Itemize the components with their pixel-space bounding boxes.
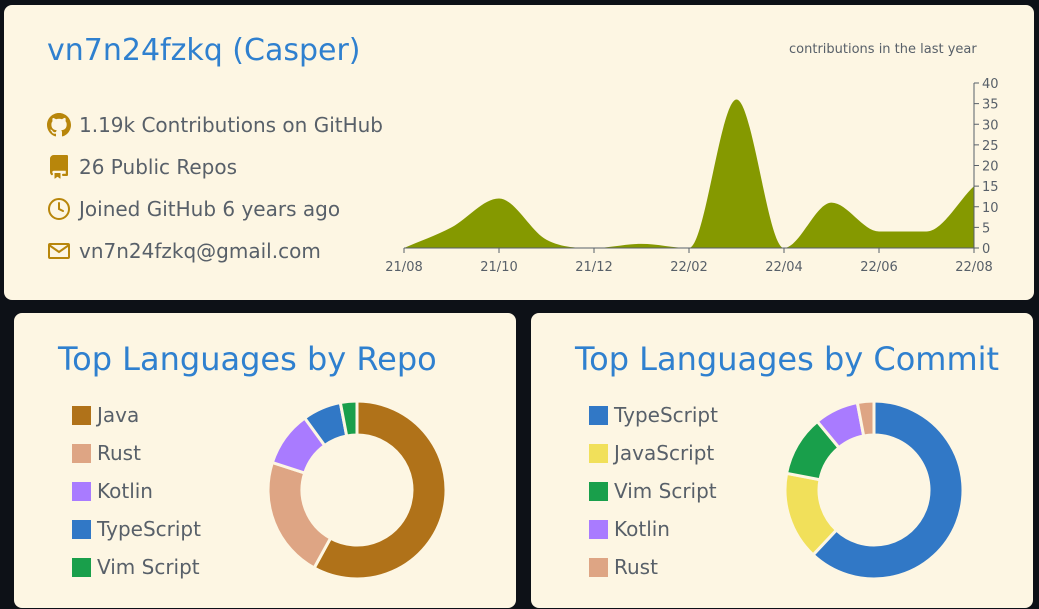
y-tick-label: 15 — [982, 180, 999, 195]
contributions-chart-label: contributions in the last year — [789, 42, 977, 57]
repo-languages-donut — [267, 400, 447, 580]
legend-item: Rust — [589, 548, 718, 586]
legend-label: Kotlin — [614, 517, 670, 541]
y-tick-label: 10 — [982, 201, 999, 216]
commit-languages-card: Top Languages by Commit TypeScript JavaSc… — [531, 313, 1033, 608]
stat-repos-text: 26 Public Repos — [79, 155, 238, 179]
legend-swatch — [589, 443, 608, 463]
legend-swatch — [589, 519, 608, 539]
x-tick-label: 22/02 — [670, 260, 707, 275]
y-tick-label: 35 — [982, 98, 999, 113]
stat-contributions: 1.19k Contributions on GitHub — [46, 112, 383, 138]
legend-item: Vim Script — [589, 472, 718, 510]
repo-slice-vim-script — [338, 400, 359, 438]
x-tick-label: 21/10 — [480, 260, 517, 275]
legend-swatch — [72, 519, 91, 539]
y-tick-label: 20 — [982, 160, 999, 175]
legend-label: Java — [97, 403, 140, 427]
legend-label: Kotlin — [97, 479, 153, 503]
stat-joined-text: Joined GitHub 6 years ago — [79, 197, 341, 221]
repo-slice-rust — [267, 460, 333, 571]
clock-icon — [46, 196, 72, 222]
legend-swatch — [589, 557, 608, 577]
stat-repos: 26 Public Repos — [46, 154, 237, 180]
legend-label: Vim Script — [97, 555, 200, 579]
legend-item: JavaScript — [589, 434, 718, 472]
stat-contributions-text: 1.19k Contributions on GitHub — [79, 113, 384, 137]
repo-languages-card: Top Languages by Repo Java Rust Kotlin Type… — [14, 313, 516, 608]
x-tick-label: 21/12 — [575, 260, 612, 275]
stat-email: vn7n24fzkq@gmail.com — [46, 238, 321, 264]
legend-item: Java — [72, 396, 201, 434]
commit-slice-rust — [855, 400, 876, 438]
legend-label: Rust — [97, 441, 141, 465]
y-tick-label: 5 — [982, 221, 990, 236]
mail-icon — [46, 238, 72, 264]
profile-title: vn7n24fzkq (Casper) — [47, 33, 361, 68]
repo-slice-java — [312, 400, 447, 580]
contributions-chart: 21/08 21/10 21/12 22/02 22/04 22/06 22/08 0 5 10 1… — [385, 77, 999, 275]
github-icon — [46, 112, 72, 138]
legend-item: TypeScript — [589, 396, 718, 434]
legend-swatch — [72, 557, 91, 577]
x-tick-label: 22/08 — [955, 260, 992, 275]
legend-item: Rust — [72, 434, 201, 472]
repo-icon — [46, 154, 72, 180]
legend-swatch — [72, 443, 91, 463]
commit-languages-legend: TypeScript JavaScript Vim Script Kotlin Rust — [589, 396, 718, 586]
x-tick-label: 22/04 — [765, 260, 802, 275]
y-tick-label: 0 — [982, 242, 990, 257]
legend-label: JavaScript — [614, 441, 715, 465]
repo-languages-legend: Java Rust Kotlin TypeScript Vim Script — [72, 396, 201, 586]
legend-item: Kotlin — [589, 510, 718, 548]
commit-languages-title: Top Languages by Commit — [575, 340, 1000, 378]
commit-languages-donut — [784, 400, 964, 580]
legend-swatch — [589, 405, 608, 425]
stat-joined: Joined GitHub 6 years ago — [46, 196, 340, 222]
stat-email-text: vn7n24fzkq@gmail.com — [79, 239, 321, 263]
x-tick-label: 22/06 — [860, 260, 897, 275]
y-tick-label: 40 — [982, 77, 999, 92]
legend-swatch — [72, 481, 91, 501]
legend-swatch — [72, 405, 91, 425]
repo-languages-title: Top Languages by Repo — [58, 340, 437, 378]
contributions-area-series — [404, 99, 974, 248]
commit-slice-typescript — [810, 400, 964, 580]
legend-item: Kotlin — [72, 472, 201, 510]
legend-label: TypeScript — [97, 517, 201, 541]
legend-label: Vim Script — [614, 479, 717, 503]
legend-item: TypeScript — [72, 510, 201, 548]
profile-card: vn7n24fzkq (Casper) 1.19k Contributions … — [4, 5, 1034, 300]
x-tick-label: 21/08 — [385, 260, 422, 275]
legend-swatch — [589, 481, 608, 501]
legend-label: TypeScript — [614, 403, 718, 427]
legend-item: Vim Script — [72, 548, 201, 586]
legend-label: Rust — [614, 555, 658, 579]
y-tick-label: 25 — [982, 139, 999, 154]
y-tick-label: 30 — [982, 118, 999, 133]
